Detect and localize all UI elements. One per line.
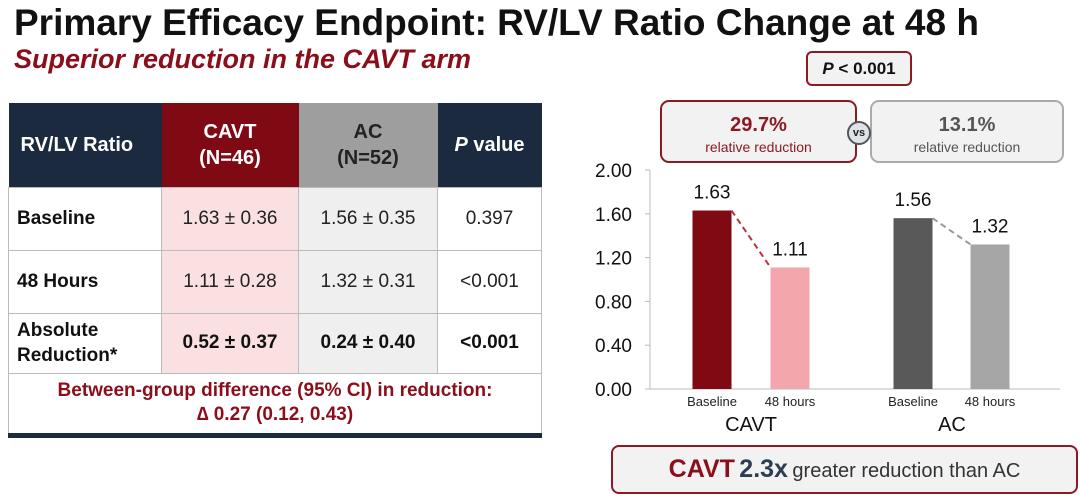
header-ac: AC (N=52) xyxy=(298,103,438,187)
cavt-relative-label: relative reduction xyxy=(705,139,812,155)
data-label: 1.11 xyxy=(772,239,808,260)
group-label: CAVT xyxy=(725,414,777,436)
row-label: Absolute Reduction* xyxy=(8,312,162,374)
table-row: Baseline 1.63 ± 0.36 1.56 ± 0.35 0.397 xyxy=(8,186,542,251)
slide-subtitle: Superior reduction in the CAVT arm xyxy=(14,44,472,74)
data-label: 1.63 xyxy=(694,183,731,204)
footer-line1: Between-group difference (95% CI) in red… xyxy=(57,380,493,401)
header-cavt-label: CAVT xyxy=(203,120,257,143)
p-cell: <0.001 xyxy=(437,312,542,374)
cavt-cell: 1.11 ± 0.28 xyxy=(161,249,299,314)
header-cavt: CAVT (N=46) xyxy=(161,103,299,187)
bar xyxy=(770,267,810,389)
summary-text: greater reduction than AC xyxy=(792,460,1021,482)
footer-line2: ∆ 0.27 (0.12, 0.43) xyxy=(196,404,354,425)
bar xyxy=(893,218,933,389)
header-rvlv: RV/LV Ratio xyxy=(8,103,162,187)
x-tick-label: Baseline xyxy=(687,394,737,409)
y-tick-label: 2.00 xyxy=(595,161,632,182)
table-row: 48 Hours 1.11 ± 0.28 1.32 ± 0.31 <0.001 xyxy=(8,249,542,314)
header-ac-n: (N=52) xyxy=(337,146,399,169)
p-cell: <0.001 xyxy=(437,249,542,314)
header-pvalue: P value xyxy=(437,103,542,187)
x-tick-label: Baseline xyxy=(888,394,938,409)
pvalue-rest: < 0.001 xyxy=(833,59,896,78)
ac-cell: 1.56 ± 0.35 xyxy=(298,186,438,251)
ac-relative-label: relative reduction xyxy=(913,139,1021,155)
cavt-cell: 1.63 ± 0.36 xyxy=(161,186,299,251)
cavt-relative-value: 29.7% xyxy=(730,114,787,136)
cavt-cell: 0.52 ± 0.37 xyxy=(161,312,299,374)
slide-title: Primary Efficacy Endpoint: RV/LV Ratio C… xyxy=(14,2,979,43)
table-footer: Between-group difference (95% CI) in red… xyxy=(8,372,542,436)
group-label: AC xyxy=(938,414,966,436)
y-tick-label: 0.00 xyxy=(595,380,632,401)
y-tick-label: 1.60 xyxy=(595,205,632,226)
header-cavt-n: (N=46) xyxy=(199,146,261,169)
pvalue-italic: P xyxy=(822,59,834,78)
results-table: RV/LV Ratio CAVT (N=46) AC (N=52) P value … xyxy=(8,103,542,438)
y-tick-label: 0.80 xyxy=(595,292,632,313)
ac-relative-box: 13.1% relative reduction xyxy=(870,100,1064,163)
data-label: 1.56 xyxy=(895,190,932,211)
header-p-italic: P xyxy=(454,133,468,156)
summary-cavt: CAVT xyxy=(668,455,735,483)
header-p-rest: value xyxy=(467,133,525,156)
ac-relative-value: 13.1% xyxy=(938,114,996,136)
ac-trend-line xyxy=(931,217,972,246)
cavt-relative-box: 29.7% relative reduction xyxy=(660,100,857,163)
pvalue-badge: P < 0.001 xyxy=(806,51,912,86)
summary-box: CAVT 2.3x greater reduction than AC xyxy=(611,445,1078,494)
p-cell: 0.397 xyxy=(437,186,542,251)
cavt-trend-line xyxy=(730,209,772,269)
summary-multiplier: 2.3x xyxy=(739,455,788,483)
ac-cell: 1.32 ± 0.31 xyxy=(298,249,438,314)
x-tick-label: 48 hours xyxy=(765,394,816,409)
bar xyxy=(692,210,732,389)
ac-cell: 0.24 ± 0.40 xyxy=(298,312,438,374)
header-ac-label: AC xyxy=(353,120,383,143)
data-label: 1.32 xyxy=(972,216,1009,237)
vs-badge: vs xyxy=(847,121,871,145)
bar xyxy=(970,244,1010,389)
table-row: Absolute Reduction* 0.52 ± 0.37 0.24 ± 0… xyxy=(8,312,542,374)
y-tick-label: 0.40 xyxy=(595,336,632,357)
y-tick-label: 1.20 xyxy=(595,249,632,270)
row-label: 48 Hours xyxy=(8,249,162,314)
x-tick-label: 48 hours xyxy=(965,394,1016,409)
